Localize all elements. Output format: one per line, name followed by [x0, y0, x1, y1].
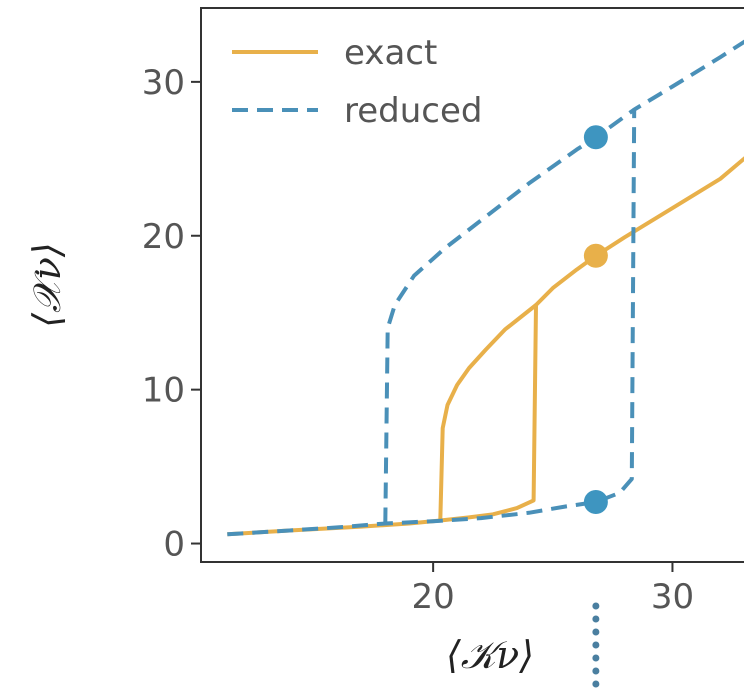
y-tick-label: 10	[142, 371, 185, 411]
y-ticks: 0 10 20 30	[142, 63, 201, 565]
dotted-line-dot	[592, 615, 600, 623]
plot-area	[200, 7, 744, 563]
legend-label-exact: exact	[344, 33, 437, 73]
x-axis-label: ⟨𝒦ν⟩	[446, 633, 534, 677]
series-layer	[227, 39, 744, 537]
dotted-line-dot	[592, 667, 600, 675]
y-tick-label: 30	[142, 63, 185, 103]
x-tick-label: 20	[412, 577, 455, 617]
highlight-point	[583, 125, 608, 150]
marker-layer	[583, 125, 608, 514]
dotted-line-dot	[592, 602, 600, 610]
x-ticks: 20 30	[412, 562, 694, 617]
highlight-point	[583, 243, 608, 268]
y-axis-label: ⟨𝒳ν⟩	[25, 242, 69, 327]
x-tick-label: 30	[651, 577, 694, 617]
series-line-exact-lower-jump	[438, 303, 538, 521]
series-line-exact	[227, 156, 744, 537]
highlight-point	[583, 489, 608, 514]
dotted-line-dot	[592, 680, 600, 688]
dotted-line	[592, 602, 600, 688]
dotted-line-dot	[592, 641, 600, 649]
y-tick-label: 0	[163, 525, 185, 565]
dotted-line-dot	[592, 628, 600, 636]
legend-label-reduced: reduced	[344, 91, 482, 131]
series-line-reduced-upper-branch	[383, 107, 636, 524]
y-tick-label: 20	[142, 217, 185, 257]
series-line-reduced	[227, 39, 744, 537]
dotted-line-dot	[592, 654, 600, 662]
legend: exact reduced	[232, 33, 482, 131]
